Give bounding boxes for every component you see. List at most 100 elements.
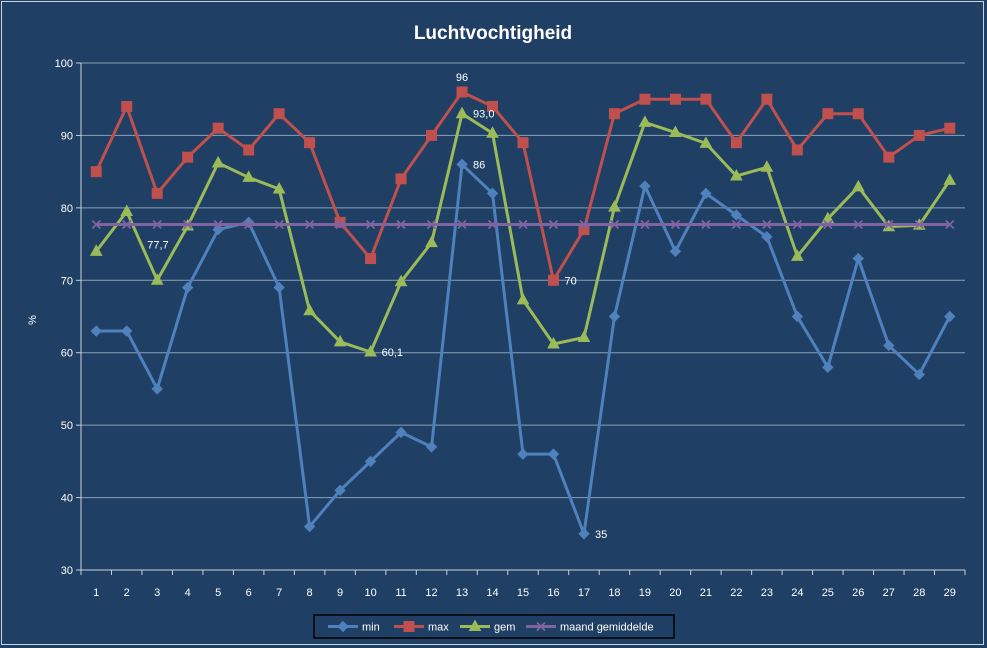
- x-tick-label: 24: [791, 587, 803, 599]
- y-tick-label: 100: [55, 58, 73, 70]
- y-tick-label: 30: [61, 565, 73, 577]
- data-point-b: [183, 219, 193, 230]
- data-point-b: [152, 219, 162, 230]
- data-point: [761, 93, 773, 105]
- data-point: [212, 122, 224, 134]
- data-point: [182, 151, 194, 163]
- data-point: [304, 219, 315, 230]
- data-point: [851, 179, 865, 192]
- y-tick-label: 80: [61, 203, 73, 215]
- data-point: [425, 235, 438, 248]
- data-point: [364, 455, 377, 468]
- data-point: [395, 173, 407, 185]
- data-point: [487, 100, 499, 112]
- data-point: [455, 106, 469, 119]
- data-point: [181, 281, 194, 294]
- data-point: [547, 448, 560, 460]
- data-point: [761, 231, 773, 243]
- data-point-b: [945, 219, 955, 230]
- x-tick-label: 7: [276, 587, 282, 599]
- data-point: [700, 187, 712, 200]
- data-point: [822, 108, 834, 120]
- x-tick-label: 27: [883, 587, 895, 599]
- data-point: [486, 187, 499, 200]
- legend-swatch-marker: [403, 621, 415, 632]
- series-gem: [89, 106, 957, 357]
- y-axis-label: %: [27, 315, 39, 325]
- data-point: [242, 170, 256, 182]
- data-point: [395, 426, 407, 439]
- data-point: [577, 330, 591, 343]
- data-point: [456, 86, 468, 98]
- data-point: [608, 310, 621, 323]
- data-label: 96: [456, 72, 468, 84]
- data-point: [730, 168, 743, 181]
- series-min: [90, 158, 956, 540]
- legend-label: maand gemiddelde: [560, 622, 654, 634]
- data-point: [669, 245, 682, 258]
- data-point: [211, 155, 225, 168]
- x-tick-label: 17: [578, 587, 590, 599]
- x-tick-label: 18: [608, 587, 620, 599]
- data-point: [365, 219, 376, 230]
- data-point: [823, 219, 833, 230]
- data-point-b: [518, 219, 528, 230]
- data-point: [517, 448, 529, 460]
- data-point: [91, 219, 101, 230]
- x-tick-label: 8: [307, 587, 313, 599]
- data-point-b: [762, 219, 772, 230]
- data-point-b: [396, 219, 406, 230]
- data-point: [152, 219, 162, 230]
- data-point-b: [640, 219, 650, 230]
- data-point: [243, 144, 255, 156]
- data-point: [731, 219, 742, 230]
- data-point: [578, 224, 590, 236]
- data-point-b: [853, 219, 863, 230]
- x-tick-label: 15: [517, 587, 529, 599]
- data-point: [821, 211, 835, 224]
- data-point: [394, 274, 408, 287]
- data-point: [273, 108, 285, 120]
- data-point: [790, 249, 804, 261]
- data-point: [913, 368, 925, 381]
- data-point: [578, 528, 590, 540]
- data-point-b: [122, 219, 132, 230]
- x-tick-label: 14: [486, 587, 498, 599]
- data-point: [120, 204, 134, 216]
- x-tick-label: 5: [215, 587, 221, 599]
- x-tick-label: 25: [822, 587, 834, 599]
- data-point: [608, 108, 620, 120]
- data-point: [853, 219, 863, 230]
- data-point-b: [548, 219, 559, 230]
- data-point: [609, 219, 620, 230]
- legend-label: max: [428, 622, 449, 634]
- x-tick-label: 21: [700, 587, 712, 599]
- x-tick-label: 9: [337, 587, 343, 599]
- data-point-b: [670, 219, 681, 230]
- data-point: [548, 219, 559, 230]
- data-point: [303, 520, 316, 533]
- data-point-b: [579, 219, 589, 230]
- chart-title: Luchtvochtigheid: [414, 23, 572, 44]
- data-point: [90, 166, 102, 178]
- legend-item-gem: gem: [460, 619, 515, 634]
- x-tick-label: 11: [395, 587, 406, 599]
- data-point: [121, 100, 133, 112]
- data-point-b: [274, 219, 284, 230]
- data-point: [151, 187, 163, 199]
- series-max: [90, 86, 956, 286]
- data-point: [426, 129, 438, 141]
- x-tick-label: 13: [456, 587, 468, 599]
- y-tick-label: 70: [61, 275, 73, 287]
- data-point-b: [91, 219, 101, 230]
- data-point-b: [365, 219, 376, 230]
- data-point: [121, 325, 133, 337]
- data-point: [639, 93, 651, 105]
- data-point: [425, 441, 438, 453]
- data-point: [884, 219, 894, 230]
- data-point: [486, 126, 499, 138]
- data-point: [274, 219, 284, 230]
- data-point: [791, 310, 804, 323]
- x-tick-label: 6: [246, 587, 252, 599]
